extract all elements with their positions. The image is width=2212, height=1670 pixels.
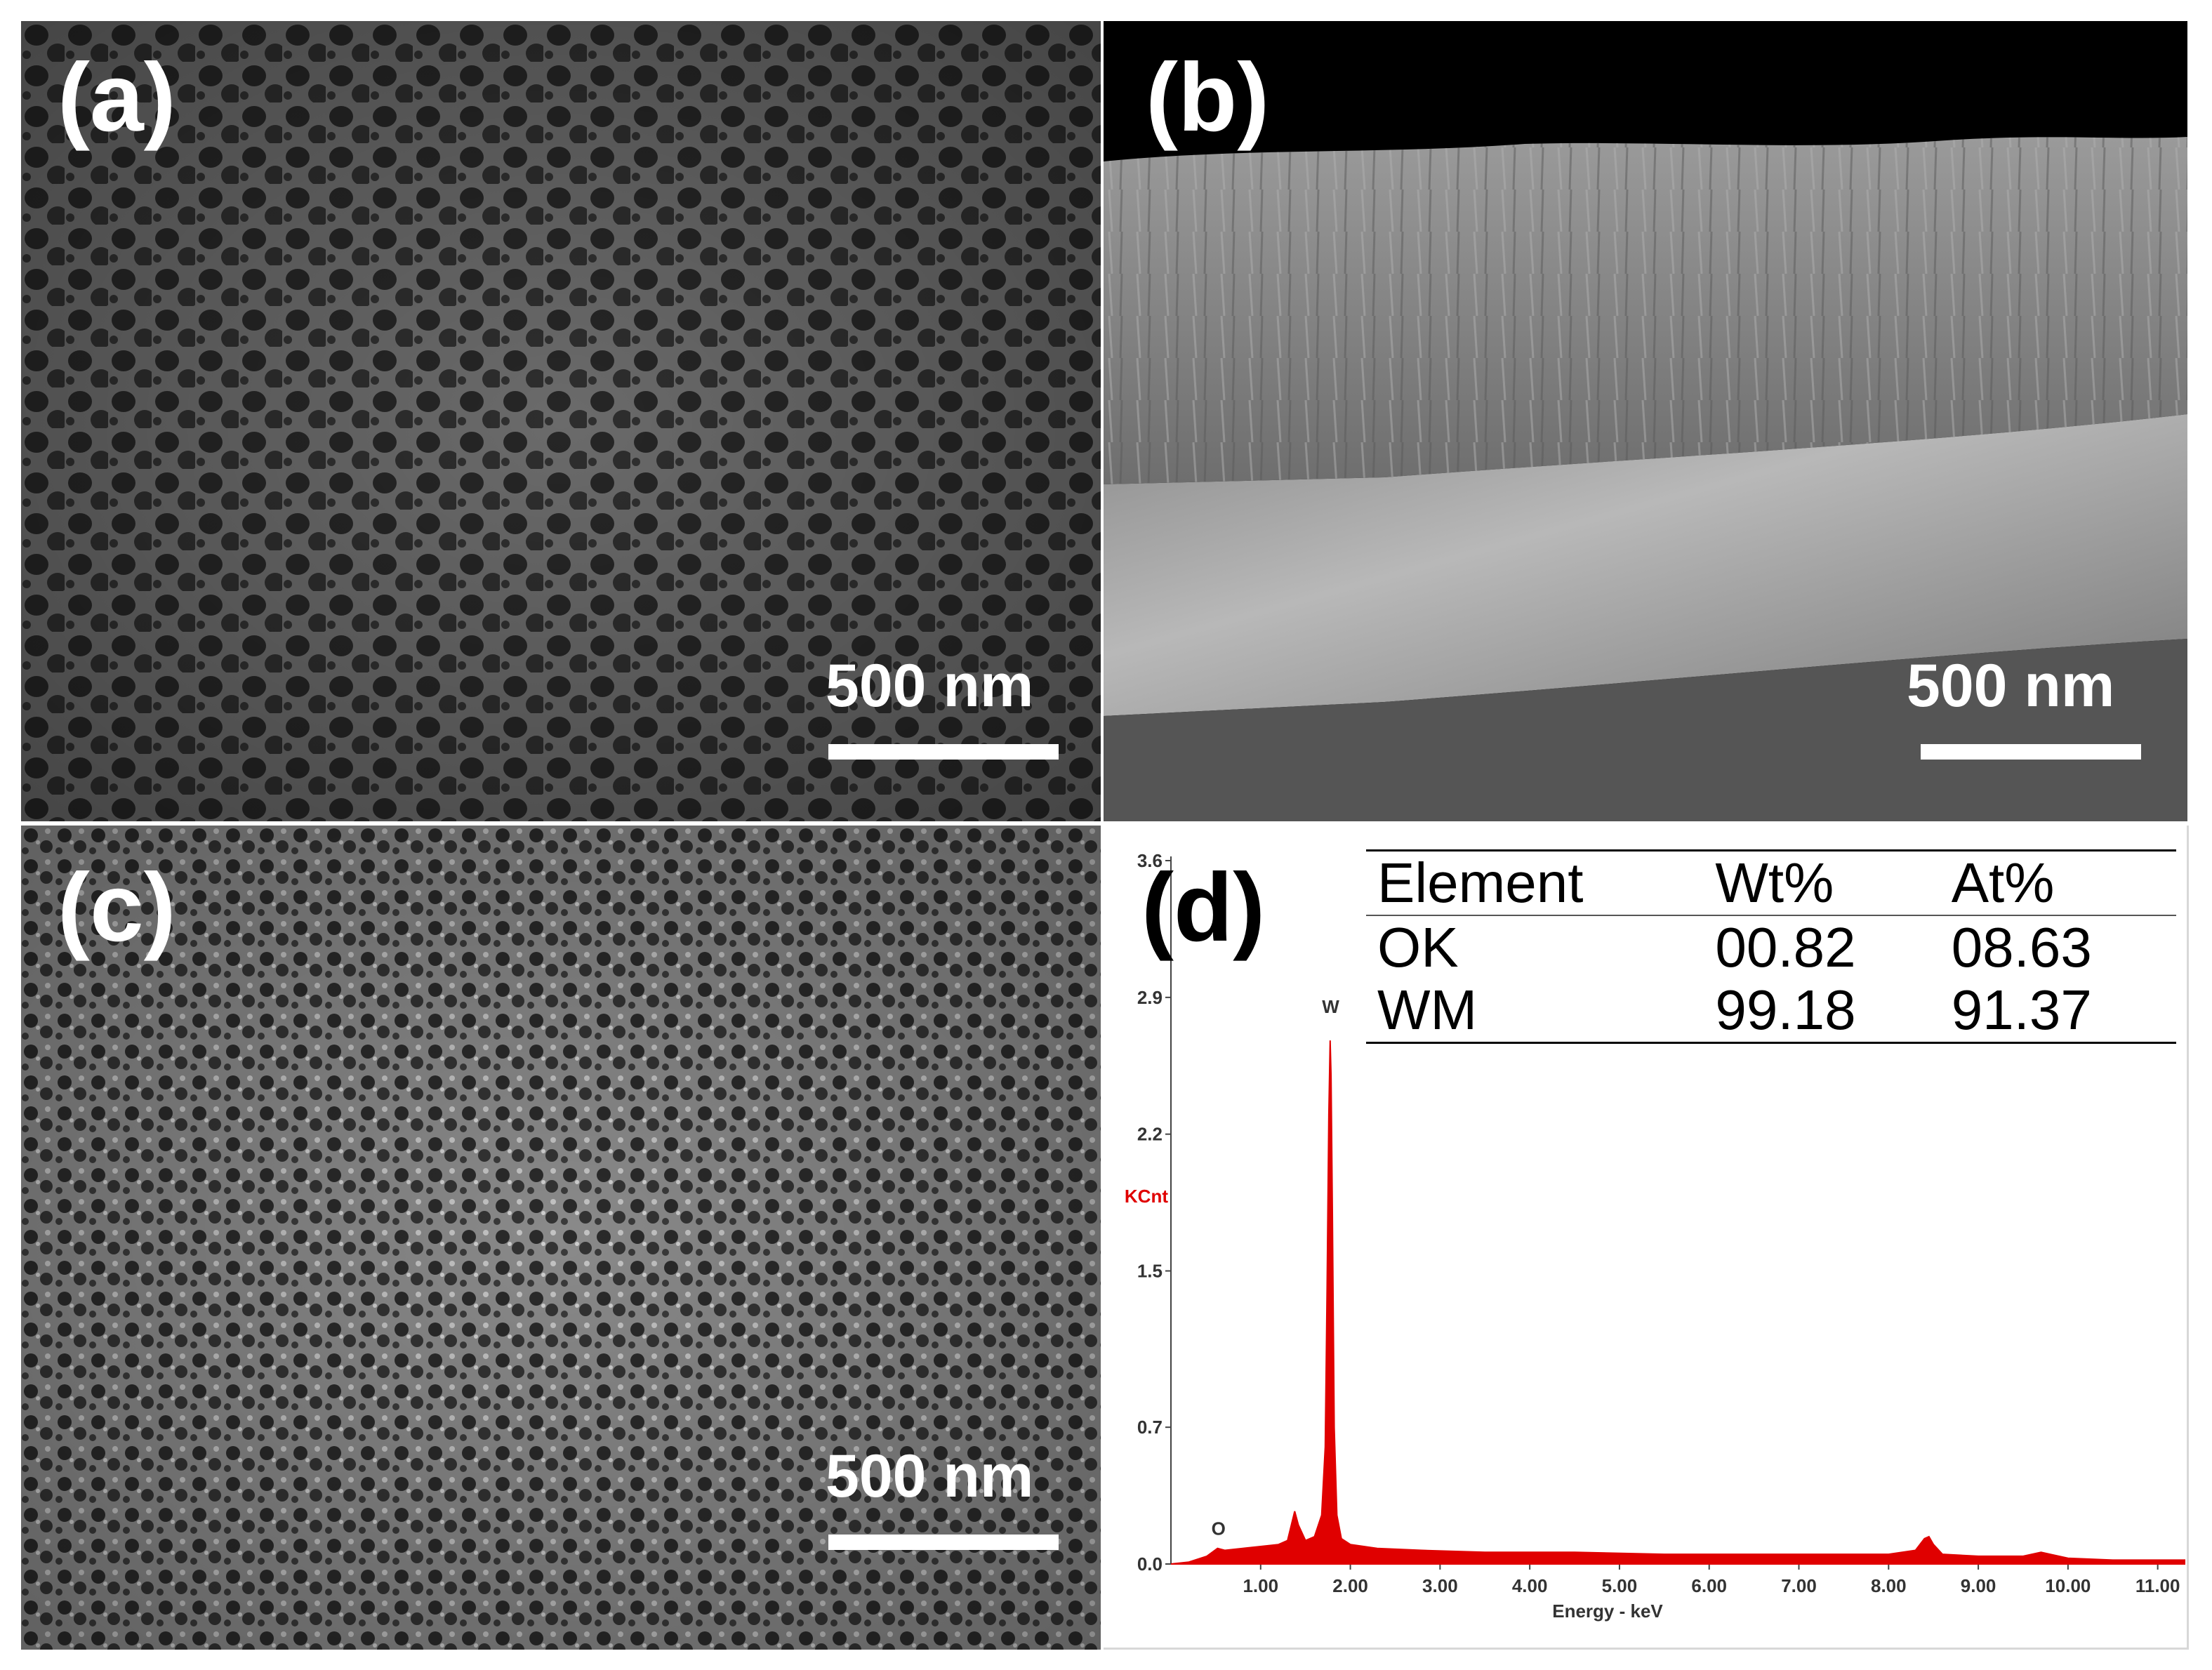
cell-at: 08.63 [1951, 915, 2092, 979]
header-element: Element [1377, 851, 1584, 914]
header-wt: Wt% [1715, 851, 1834, 914]
scale-bar-c [828, 1535, 1059, 1550]
eds-composition-table: Element Wt% At% OK 00.82 08.63 WM 99.18 … [1366, 849, 2176, 1044]
x-tick-label: 2.00 [1332, 1575, 1368, 1596]
x-tick-label: 7.00 [1781, 1575, 1817, 1596]
y-axis-title: KCnt [1125, 1186, 1168, 1207]
scale-bar-label-a: 500 nm [826, 652, 1034, 720]
scale-bar-a [828, 744, 1059, 760]
y-tick-label: 1.5 [1137, 1261, 1163, 1282]
table-header-row: Element Wt% At% [1366, 850, 2176, 915]
x-tick-label: 5.00 [1602, 1575, 1638, 1596]
y-tick-label: 2.2 [1137, 1124, 1163, 1145]
cell-element: WM [1377, 979, 1478, 1042]
panel-label-c: (c) [58, 854, 176, 962]
y-tick-label: 2.9 [1137, 987, 1163, 1008]
scale-bar-label-c: 500 nm [826, 1443, 1034, 1510]
sem-image-a: (a) 500 nm [21, 21, 1101, 821]
chart-series [1170, 1040, 2185, 1565]
chart-ticks: 0.0 0.7 1.5 2.2 2.9 3.6 1.00 2.00 3.00 4.00 5.00 6.… [1125, 850, 2180, 1622]
sem-texture-c [21, 826, 1101, 1650]
scale-bar-label-b: 500 nm [1907, 652, 2115, 720]
x-tick-label: 11.00 [2135, 1575, 2180, 1596]
cell-element: OK [1377, 915, 1459, 979]
cell-wt: 00.82 [1715, 915, 1856, 979]
x-tick-label: 6.00 [1691, 1575, 1727, 1596]
eds-panel: 0.0 0.7 1.5 2.2 2.9 3.6 1.00 2.00 3.00 4.00 5.00 6.… [1104, 826, 2189, 1650]
x-tick-label: 1.00 [1243, 1575, 1278, 1596]
sem-image-b: (b) 500 nm [1104, 21, 2187, 821]
chart-annotations: OW [1212, 996, 1340, 1539]
x-tick-label: 10.00 [2045, 1575, 2091, 1596]
x-tick-label: 8.00 [1871, 1575, 1907, 1596]
sem-cross-section-b [1104, 21, 2187, 821]
peak-label: O [1212, 1518, 1226, 1539]
panel-label-d: (d) [1141, 854, 1266, 962]
cell-wt: 99.18 [1715, 979, 1856, 1042]
x-tick-label: 4.00 [1512, 1575, 1548, 1596]
peak-label: W [1322, 996, 1339, 1017]
y-tick-label: 0.0 [1137, 1553, 1163, 1575]
cell-at: 91.37 [1951, 979, 2092, 1042]
x-tick-label: 9.00 [1961, 1575, 1996, 1596]
sem-texture-a [21, 21, 1101, 821]
scale-bar-b [1921, 744, 2141, 760]
x-tick-label: 3.00 [1422, 1575, 1458, 1596]
header-at: At% [1951, 851, 2055, 914]
spectrum-series-0 [1170, 1040, 2185, 1565]
x-axis-title: Energy - keV [1552, 1601, 1663, 1622]
y-tick-label: 3.6 [1137, 850, 1163, 871]
table-row: WM 99.18 91.37 [1366, 979, 2176, 1043]
table-row: OK 00.82 08.63 [1366, 915, 2176, 979]
eds-spectrum-chart: 0.0 0.7 1.5 2.2 2.9 3.6 1.00 2.00 3.00 4.00 5.00 6.… [1125, 850, 2185, 1622]
panel-label-b: (b) [1146, 44, 1270, 152]
panel-label-a: (a) [58, 44, 176, 152]
sem-image-c: (c) 500 nm [21, 826, 1101, 1650]
y-tick-label: 0.7 [1137, 1417, 1163, 1438]
